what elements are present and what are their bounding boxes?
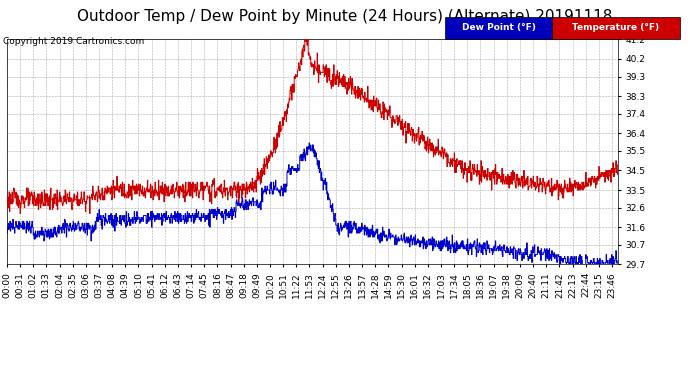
Text: Copyright 2019 Cartronics.com: Copyright 2019 Cartronics.com	[3, 38, 145, 46]
Text: Temperature (°F): Temperature (°F)	[572, 23, 660, 32]
Text: Dew Point (°F): Dew Point (°F)	[462, 23, 535, 32]
Text: Outdoor Temp / Dew Point by Minute (24 Hours) (Alternate) 20191118: Outdoor Temp / Dew Point by Minute (24 H…	[77, 9, 613, 24]
